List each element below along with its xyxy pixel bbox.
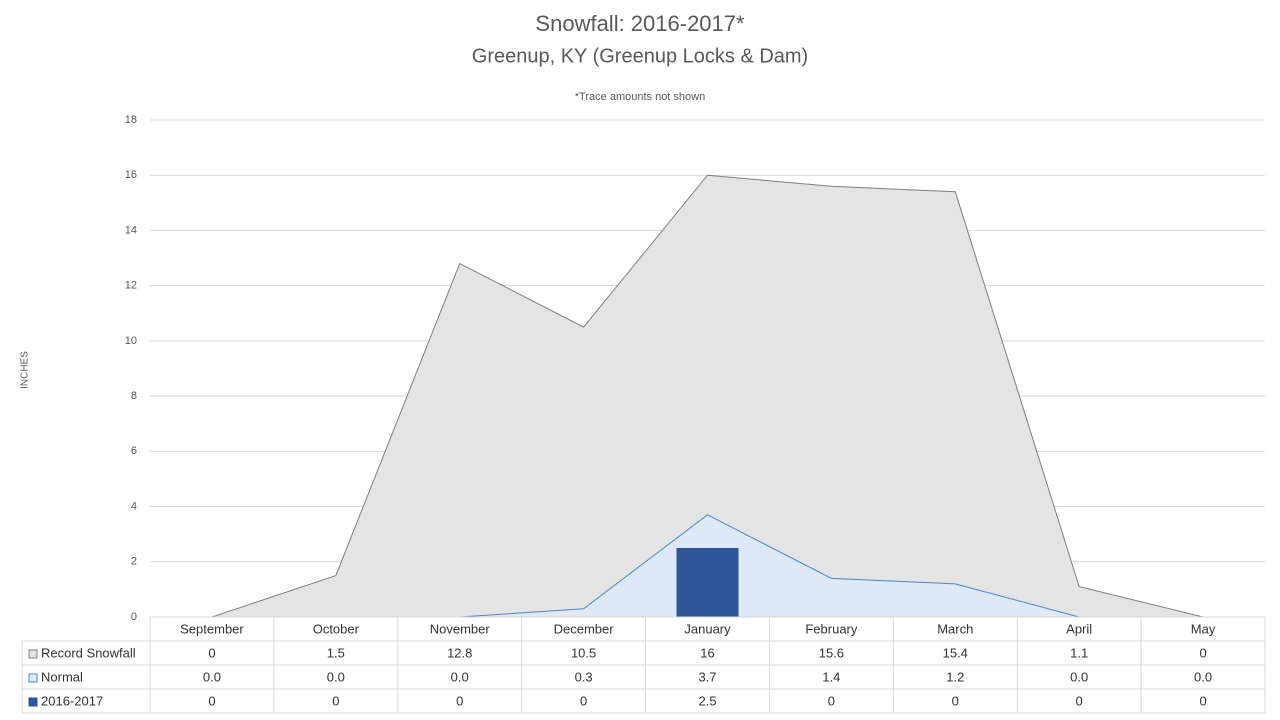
- data-table-cell: 1.5: [327, 645, 345, 660]
- data-table-cell: 0: [580, 693, 587, 708]
- data-table-cell: 10.5: [571, 645, 596, 660]
- y-tick-label: 16: [125, 169, 137, 181]
- x-tick-label: October: [313, 621, 360, 636]
- y-tick-label: 12: [125, 280, 137, 292]
- chart-note: *Trace amounts not shown: [575, 91, 705, 103]
- data-table-cell: 3.7: [698, 669, 716, 684]
- data-table-cell: 1.4: [822, 669, 840, 684]
- data-table-cell: 0: [1199, 645, 1206, 660]
- y-axis-label: INCHES: [20, 351, 31, 389]
- x-tick-label: January: [684, 621, 731, 636]
- data-table-cell: 0: [332, 693, 339, 708]
- y-tick-label: 6: [131, 445, 137, 457]
- chart-subtitle: Greenup, KY (Greenup Locks & Dam): [472, 45, 808, 67]
- data-table-cell: 0.0: [451, 669, 469, 684]
- y-tick-label: 14: [125, 224, 137, 236]
- y-tick-label: 8: [131, 390, 137, 402]
- data-table-cell: 15.6: [819, 645, 844, 660]
- area: [211, 175, 1204, 617]
- data-table-cell: 0: [456, 693, 463, 708]
- data-table-cell: 12.8: [447, 645, 472, 660]
- y-tick-label: 0: [131, 611, 137, 623]
- legend-label: 2016-2017: [41, 693, 103, 708]
- data-table-cell: 0.3: [575, 669, 593, 684]
- chart-title: Snowfall: 2016-2017*: [535, 11, 745, 36]
- data-table-cell: 16: [700, 645, 714, 660]
- data-table-cell: 15.4: [943, 645, 968, 660]
- y-tick-label: 18: [125, 114, 137, 126]
- data-table-cell: 0.0: [327, 669, 345, 684]
- y-tick-label: 4: [131, 500, 137, 512]
- legend-key: [28, 649, 38, 659]
- x-tick-label: February: [805, 621, 858, 636]
- data-table-cell: 2.5: [698, 693, 716, 708]
- x-tick-label: May: [1191, 621, 1216, 636]
- data-table-cell: 0.0: [1194, 669, 1212, 684]
- data-table-cell: 1.1: [1070, 645, 1088, 660]
- data-table-cell: 0: [208, 645, 215, 660]
- legend-key: [28, 673, 38, 683]
- data-table-cell: 0: [208, 693, 215, 708]
- data-table-cell: 1.2: [946, 669, 964, 684]
- data-table-cell: 0: [952, 693, 959, 708]
- data-table-cell: 0.0: [1070, 669, 1088, 684]
- x-tick-label: November: [430, 621, 491, 636]
- data-table-cell: 0: [828, 693, 835, 708]
- legend-key: [28, 697, 38, 707]
- y-tick-label: 2: [131, 556, 137, 568]
- legend-label: Record Snowfall: [41, 645, 136, 660]
- x-tick-label: March: [937, 621, 973, 636]
- data-table-cell: 0: [1199, 693, 1206, 708]
- legend-label: Normal: [41, 669, 83, 684]
- bar: [676, 547, 739, 617]
- area-line: [211, 174, 1204, 618]
- data-table-cell: 0: [1076, 693, 1083, 708]
- x-tick-label: December: [554, 621, 615, 636]
- x-tick-label: September: [180, 621, 244, 636]
- x-tick-label: April: [1066, 621, 1092, 636]
- y-tick-label: 10: [125, 335, 137, 347]
- data-table-cell: 0.0: [203, 669, 221, 684]
